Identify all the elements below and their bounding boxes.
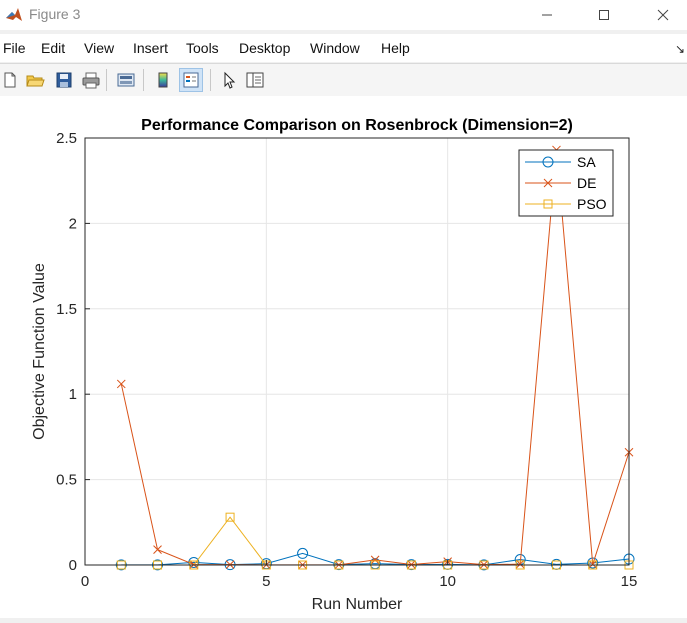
open-file-button[interactable] [23,68,47,92]
series-line [121,552,630,566]
data-point-circle [542,156,554,168]
close-button[interactable] [640,0,686,30]
insert-legend-icon [183,72,199,88]
x-tick-label: 15 [621,573,638,590]
menu-window[interactable]: Window [310,40,360,56]
menu-edit[interactable]: Edit [41,40,66,56]
insert-legend-button[interactable] [179,68,203,92]
minimize-button[interactable] [524,0,570,30]
data-point-square [225,512,235,522]
dock-arrow-icon[interactable]: ↘ [674,42,685,56]
series-line [121,516,629,566]
data-point-cross [407,560,416,569]
link-plot-button[interactable] [114,68,138,92]
print-button[interactable] [79,68,103,92]
data-point-square [543,199,553,209]
data-point-cross [543,178,553,188]
window-title: Figure 3 [29,6,81,22]
print-icon [82,72,100,89]
series-sa [115,547,635,571]
save-button[interactable] [52,68,76,92]
property-inspector-button[interactable] [243,68,267,92]
data-point-circle [297,547,309,559]
data-point-cross [153,545,162,554]
close-icon [657,9,669,21]
link-plot-icon [117,73,135,87]
legend-label: PSO [577,196,607,212]
menu-insert[interactable]: Insert [133,40,169,56]
menu-tools[interactable]: Tools [186,40,219,56]
y-tick-label: 2 [69,215,77,232]
insert-colorbar-button[interactable] [151,68,175,92]
insert-colorbar-icon [158,72,168,88]
legend-entry-de: DE [525,175,596,191]
y-tick-label: 0.5 [56,472,77,489]
axes-box [84,137,630,566]
property-inspector-icon [246,72,264,88]
chart-legend[interactable]: SA DE PSO [518,149,614,217]
menu-help[interactable]: Help [381,40,410,56]
y-axis-label: Objective Function Value [31,263,48,440]
data-point-circle [587,557,599,569]
menu-view[interactable]: View [84,40,115,56]
menu-bar: File Edit View Insert Tools Desktop Wind… [0,34,687,62]
y-tick-label: 0 [69,557,77,574]
edit-plot-pointer-icon [224,71,236,89]
menu-desktop[interactable]: Desktop [239,40,291,56]
new-figure-icon [4,72,16,88]
x-tick-label: 0 [81,573,89,590]
legend-label: DE [577,175,596,191]
toolbar-separator [210,69,211,91]
matlab-logo-icon [6,8,22,21]
window-titlebar: Figure 3 [0,0,687,30]
legend-entry-sa: SA [525,154,596,170]
x-axis-label: Run Number [312,596,403,613]
y-tick-label: 1.5 [56,301,77,318]
axis-ticks: 0 5 10 15 0 0.5 1 1.5 2 2.5 [56,130,637,590]
legend-entry-pso: PSO [525,196,607,212]
x-tick-label: 10 [439,573,456,590]
x-tick-label: 5 [262,573,270,590]
minimize-icon [542,14,552,16]
toolbar-separator [143,69,144,91]
data-point-cross [116,379,126,389]
menu-file[interactable]: File [3,40,26,56]
data-point-cross [588,559,598,569]
toolbar-separator [106,69,107,91]
maximize-button[interactable] [581,0,627,30]
figure-toolbar [0,63,687,97]
y-tick-label: 2.5 [56,130,77,147]
legend-label: SA [577,154,596,170]
maximize-icon [599,10,609,20]
data-point-cross [370,555,380,565]
series-pso [116,512,634,570]
open-file-icon [26,75,45,87]
new-figure-button[interactable] [0,68,22,92]
line-chart: 0 5 10 15 0 0.5 1 1.5 2 2.5 Performance Compariso… [31,117,637,613]
save-icon [56,72,72,88]
chart-title: Performance Comparison on Rosenbrock (Di… [141,117,573,134]
figure-canvas: 0 5 10 15 0 0.5 1 1.5 2 2.5 Performance Compariso… [0,96,687,618]
edit-plot-button[interactable] [217,68,241,92]
y-tick-label: 1 [69,386,77,403]
